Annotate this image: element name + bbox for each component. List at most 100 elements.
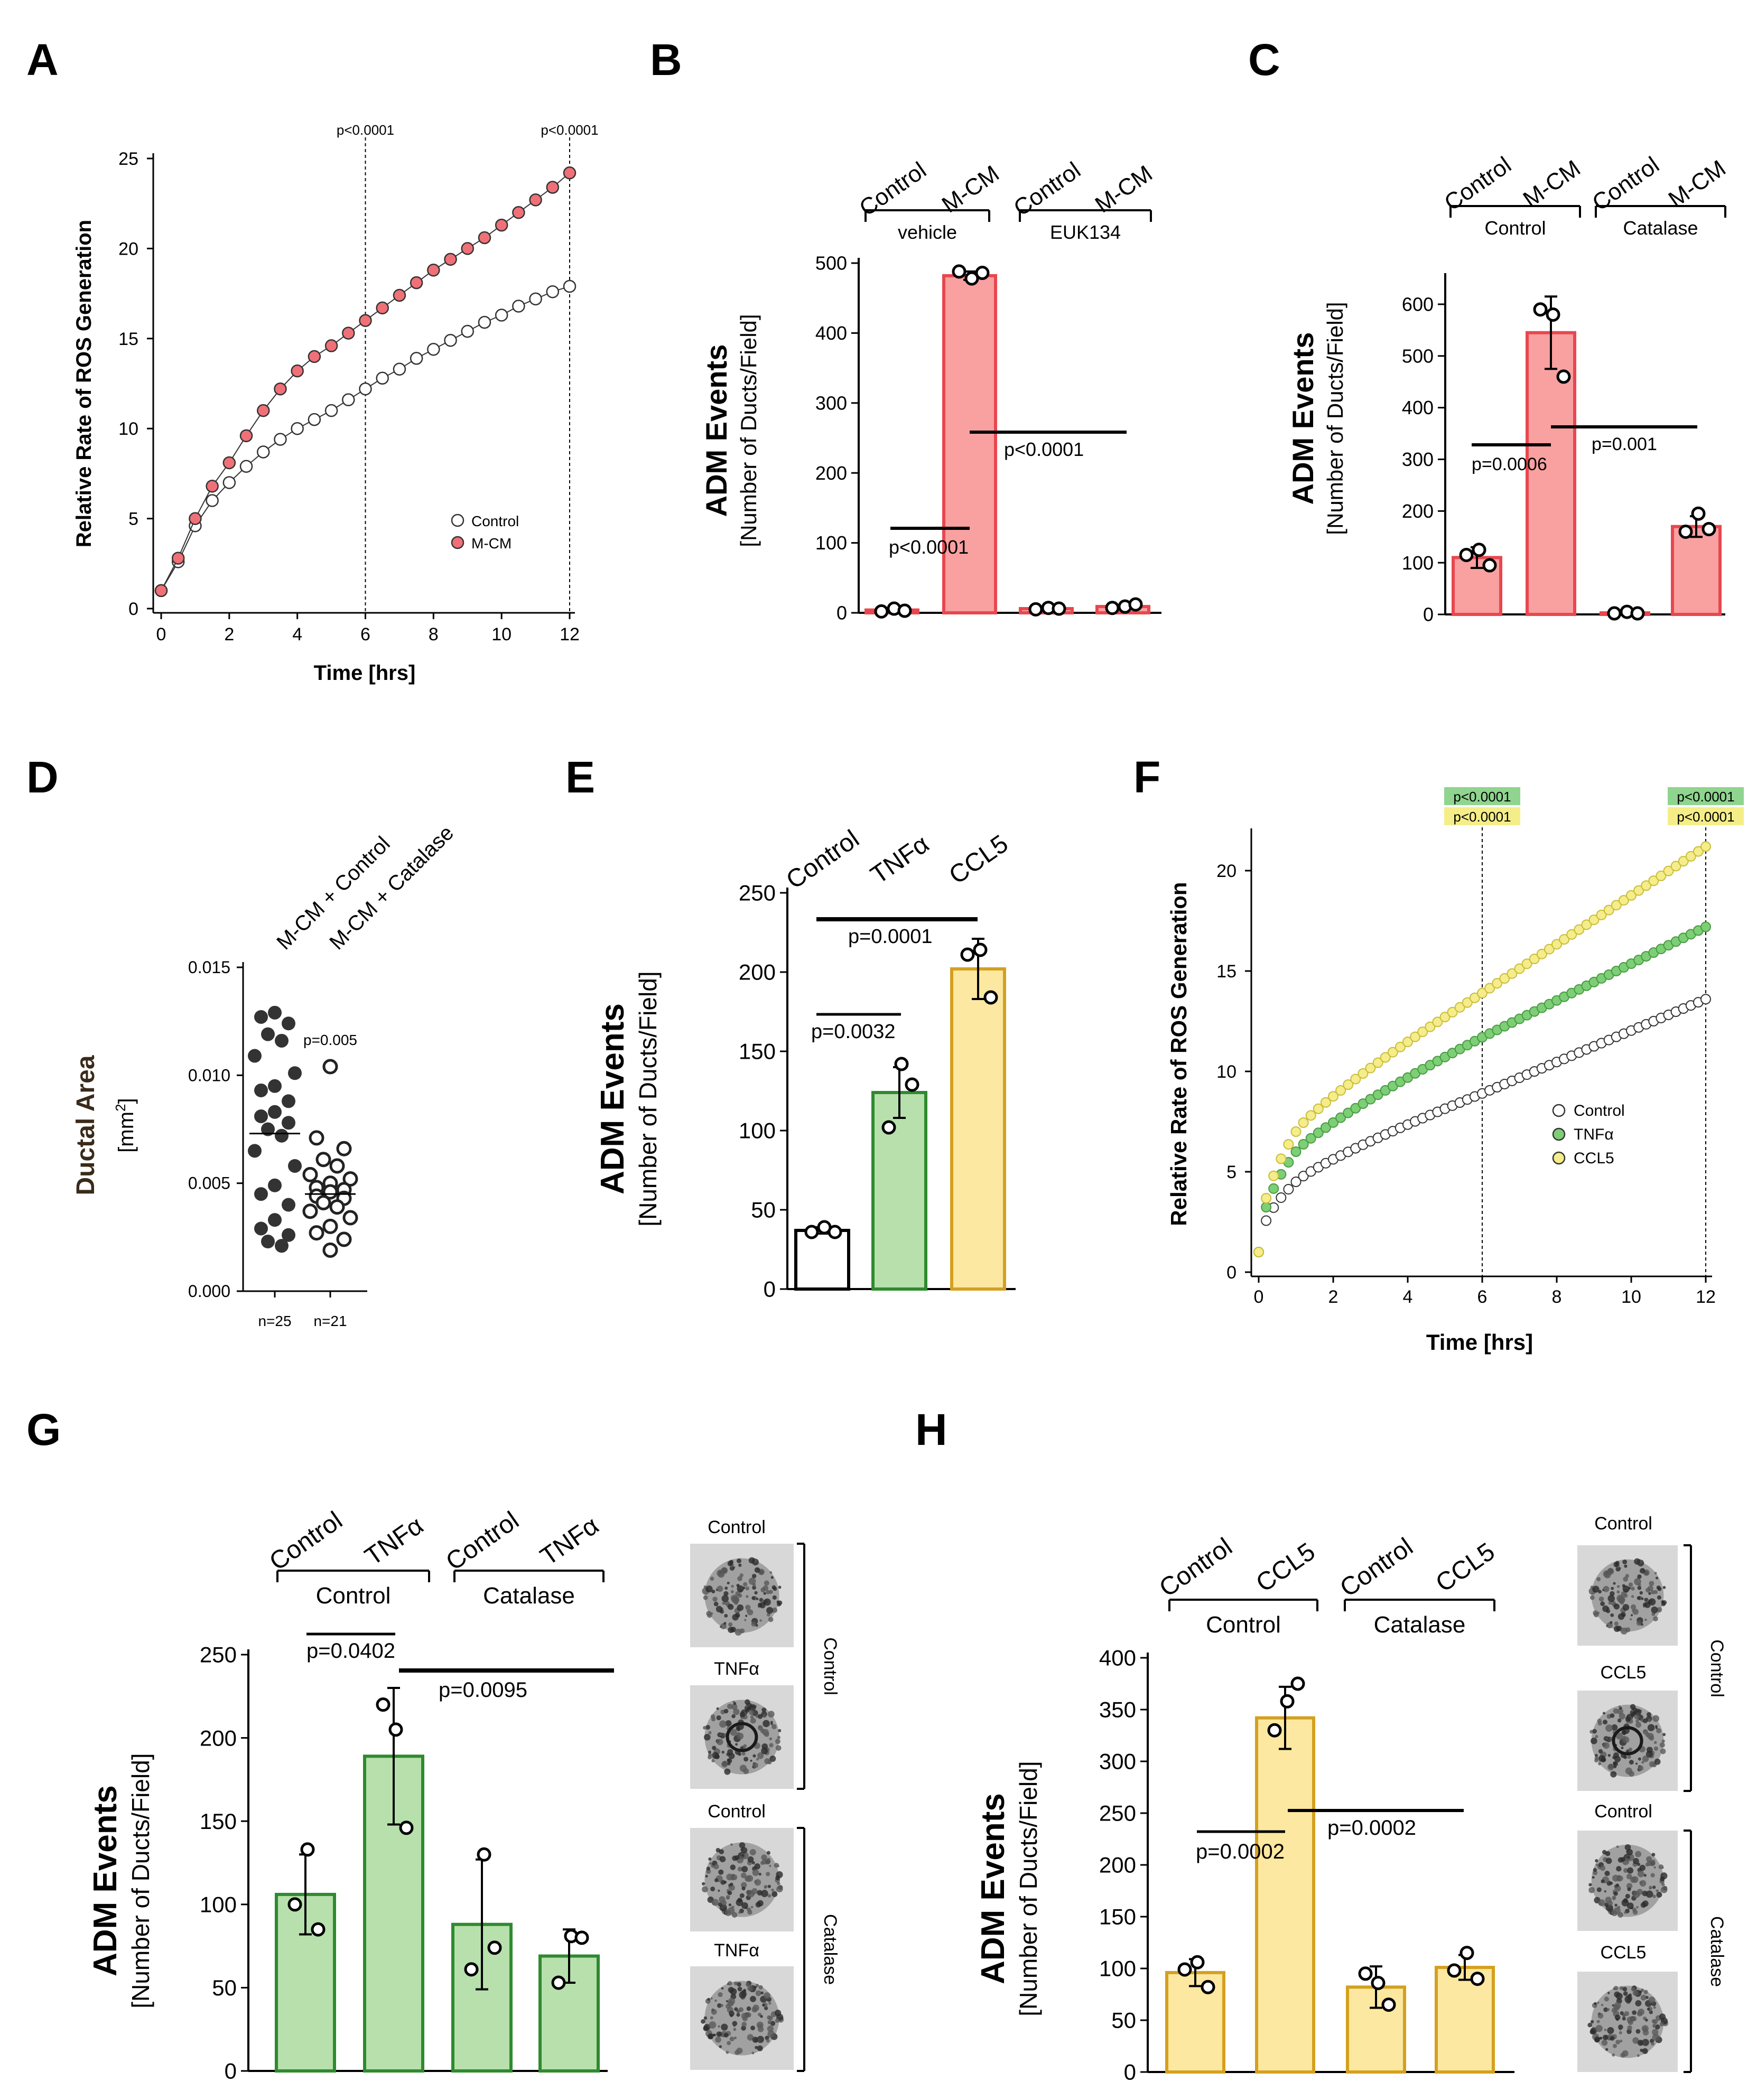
data-point [324, 339, 338, 352]
micrograph-speck [1627, 1754, 1631, 1759]
micrograph-speck [746, 1610, 749, 1612]
micrograph-speck [1625, 1627, 1631, 1632]
bar [942, 274, 997, 614]
data-point [1350, 1074, 1361, 1085]
data-point [324, 404, 338, 417]
y-tick-label: 0 [225, 2059, 237, 2084]
data-point [1588, 914, 1600, 926]
data-point [1328, 1091, 1338, 1102]
micrograph-speck [711, 1759, 715, 1762]
y-tick-label: 10 [118, 419, 138, 439]
micrograph-speck [728, 1884, 735, 1891]
image-label: CCL5 [1601, 1943, 1647, 1963]
y-tick-label: 200 [1099, 1853, 1136, 1878]
micrograph-speck [721, 1750, 724, 1754]
micrograph-speck [746, 1595, 749, 1598]
micrograph-speck [1622, 2050, 1629, 2057]
data-point [239, 429, 253, 443]
data-point [268, 1079, 282, 1093]
data-point [257, 445, 270, 459]
micrograph-speck [1623, 1576, 1628, 1582]
data-point [302, 1166, 318, 1182]
y-tick-label: 100 [1099, 1956, 1136, 1981]
micrograph-speck [739, 1712, 746, 1718]
data-point [874, 604, 889, 619]
micrograph-speck [1635, 1719, 1639, 1723]
micrograph-speck [716, 1707, 719, 1710]
data-point [311, 1922, 326, 1937]
micrograph-speck [1605, 1904, 1613, 1912]
data-point [1261, 1193, 1272, 1204]
micrograph-speck [741, 1751, 746, 1756]
micrograph-speck [758, 1725, 761, 1729]
micrograph-speck [1623, 1991, 1628, 1996]
data-point [1313, 1127, 1324, 1138]
micrograph-speck [1642, 1718, 1648, 1723]
micrograph-speck [1610, 1613, 1614, 1617]
micrograph-speck [730, 1590, 734, 1594]
y-tick-label: 200 [815, 462, 847, 484]
micrograph-speck [1618, 1705, 1621, 1708]
micrograph-speck [1620, 2039, 1623, 2042]
micrograph-speck [1652, 2033, 1660, 2041]
micrograph-speck [746, 2006, 751, 2011]
micrograph-speck [1656, 1892, 1662, 1898]
data-point [1663, 865, 1674, 876]
micrograph-speck [1631, 2016, 1637, 2022]
micrograph-speck [703, 2016, 708, 2020]
micrograph-speck [1619, 2031, 1622, 2034]
micrograph-speck [776, 1886, 783, 1892]
micrograph-speck [1605, 1851, 1611, 1856]
micrograph-speck [710, 1612, 713, 1615]
data-point [427, 264, 440, 277]
panel-letter-b: B [650, 35, 682, 85]
data-point [336, 1231, 352, 1247]
x-tick-label: 0 [156, 624, 166, 645]
image-group-label: Catalase [820, 1914, 840, 1985]
micrograph-speck [1639, 1591, 1643, 1595]
micrograph-speck [733, 2036, 737, 2040]
micrograph-speck [717, 1585, 723, 1592]
micrograph-speck [1607, 1900, 1613, 1906]
data-point [287, 1897, 302, 1912]
micrograph-speck [742, 1582, 748, 1587]
micrograph-speck [1642, 1755, 1649, 1762]
micrograph-speck [712, 1597, 718, 1602]
data-point [1358, 1966, 1373, 1981]
micrograph-speck [1625, 1893, 1630, 1899]
panel-a-chart: 0 5 10 15 20 25 0 2 4 6 8 10 12 Time [hrs] Relative Ra… [72, 122, 599, 685]
data-point [1499, 973, 1510, 984]
micrograph-speck [760, 2015, 763, 2018]
micrograph-speck [737, 1982, 741, 1987]
y-tick-label: 200 [739, 960, 776, 985]
micrograph-speck [1652, 1886, 1656, 1889]
data-point [329, 1158, 345, 1174]
micrograph-speck [1621, 1747, 1624, 1749]
micrograph-speck [1612, 1890, 1615, 1893]
micrograph-speck [1591, 1738, 1597, 1744]
micrograph-speck [703, 2024, 711, 2031]
data-point [1343, 1079, 1354, 1090]
y-tick-label: 25 [118, 149, 138, 169]
micrograph-speck [737, 1732, 744, 1740]
micrograph-speck [1610, 1771, 1617, 1778]
data-point [1387, 1047, 1398, 1058]
data-point [1328, 1117, 1338, 1128]
micrograph-speck [727, 1762, 731, 1766]
micrograph-speck [754, 1567, 760, 1573]
data-point [1425, 1021, 1436, 1032]
data-point [308, 350, 321, 363]
micrograph-speck [1648, 1719, 1651, 1722]
y-tick-label: 0 [1423, 604, 1434, 626]
data-point [495, 218, 508, 232]
data-point [1290, 1676, 1305, 1691]
micrograph-speck [761, 1747, 768, 1754]
micrograph-speck [1616, 1875, 1620, 1880]
micrograph-speck [747, 1985, 753, 1991]
micrograph-speck [1651, 1859, 1656, 1863]
micrograph-speck [703, 1726, 706, 1730]
micrograph-speck [727, 2041, 731, 2046]
data-point [1678, 856, 1689, 867]
micrograph-speck [1652, 2023, 1657, 2028]
data-point [1276, 1153, 1287, 1164]
